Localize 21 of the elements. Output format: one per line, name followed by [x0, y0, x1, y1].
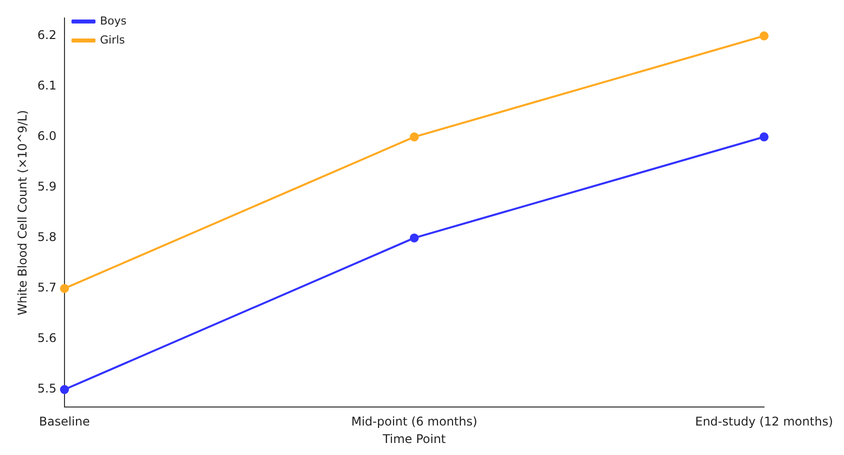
y-tick-label: 5.9	[37, 180, 56, 194]
y-tick-label: 5.8	[37, 230, 56, 244]
y-tick-label: 6.2	[37, 28, 56, 42]
point	[60, 385, 69, 394]
point	[410, 132, 419, 142]
legend-label: Boys	[100, 14, 127, 28]
point	[60, 284, 69, 293]
y-tick-label: 5.7	[37, 280, 56, 295]
x-tick-label: End-study (12 months)	[695, 414, 834, 429]
y-tick-label: 5.6	[37, 331, 56, 346]
point	[760, 31, 769, 40]
legend-label: Girls	[100, 33, 126, 46]
y-axis-title: White Blood Cell Count (×10^9/L)	[15, 110, 30, 316]
point	[410, 233, 419, 242]
y-tick-label: 6.1	[37, 78, 56, 93]
y-tick-label: 5.5	[37, 382, 56, 396]
x-tick-label: Baseline	[39, 414, 90, 429]
x-axis-title: Time Point	[382, 432, 446, 446]
point	[760, 132, 769, 142]
y-tick-label: 6.0	[37, 129, 56, 144]
x-tick-label: Mid-point (6 months)	[351, 414, 478, 429]
